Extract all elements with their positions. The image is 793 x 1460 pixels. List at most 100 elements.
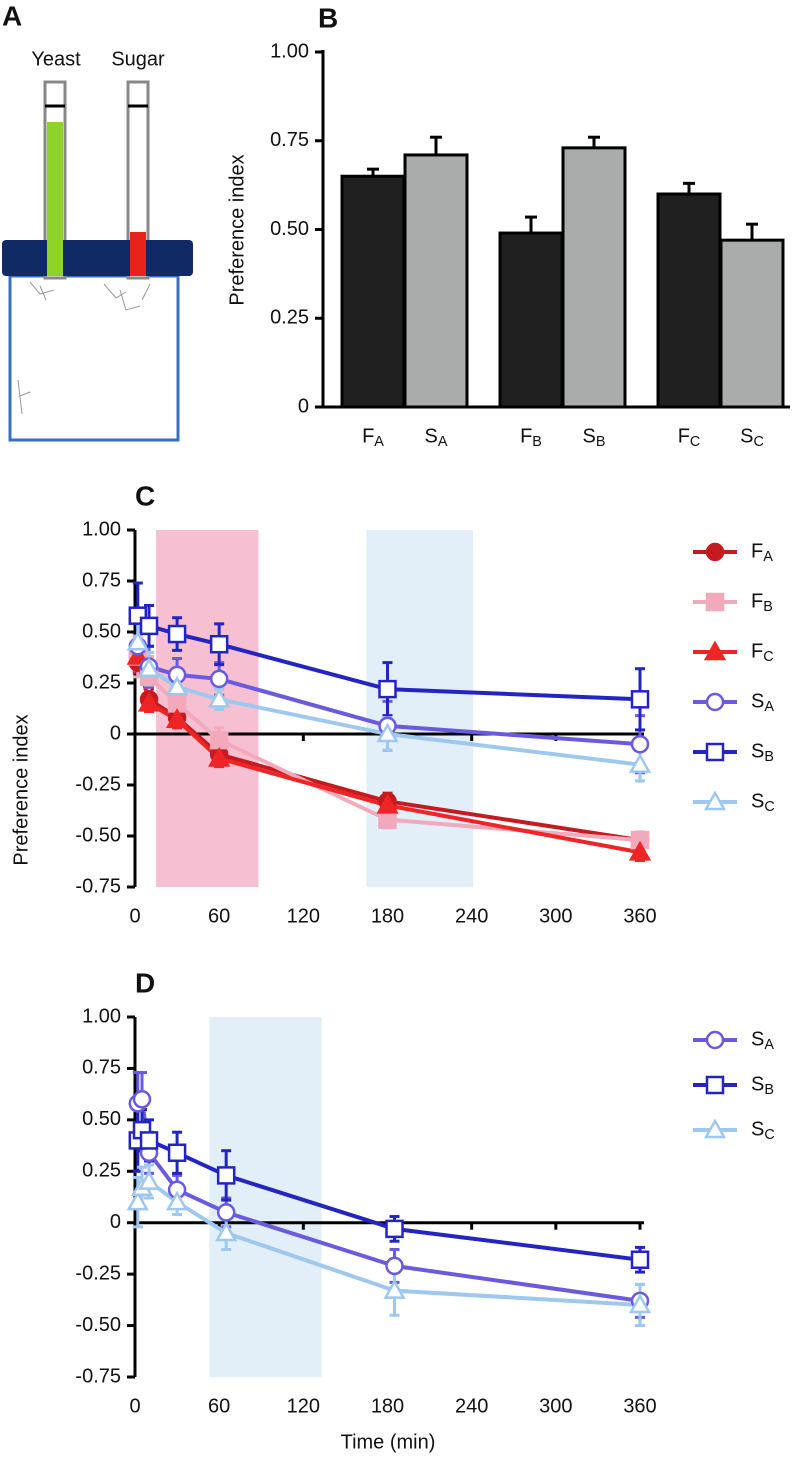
subscript: B xyxy=(763,599,773,615)
bar xyxy=(403,153,469,409)
tube-label: Sugar xyxy=(111,48,165,70)
marker xyxy=(705,592,725,612)
marker xyxy=(209,669,229,689)
x-tick-label: 180 xyxy=(371,905,404,927)
x-tick-label: 180 xyxy=(371,1395,404,1417)
marker xyxy=(705,692,725,712)
bar xyxy=(561,146,627,409)
x-tick-label: 300 xyxy=(539,1395,572,1417)
subscript: C xyxy=(690,434,700,450)
marker xyxy=(703,1118,727,1139)
marker xyxy=(208,687,231,708)
y-tick-label: -0.50 xyxy=(75,824,121,846)
legend-label: FB xyxy=(751,590,773,615)
y-tick-label: 0 xyxy=(110,722,121,744)
y-tick-label: 0.50 xyxy=(270,218,309,240)
marker xyxy=(216,1166,236,1185)
x-tick-label: SA xyxy=(425,425,448,450)
subscript: C xyxy=(764,1127,774,1143)
bar xyxy=(656,192,722,409)
marker xyxy=(630,1250,650,1269)
x-tick-label: 300 xyxy=(539,905,572,927)
x-tick-label: FC xyxy=(678,425,701,450)
x-tick-label: 240 xyxy=(455,905,488,927)
y-tick-label: 0.50 xyxy=(82,1108,121,1130)
marker xyxy=(137,1170,161,1190)
y-tick-label: -0.50 xyxy=(75,1314,121,1336)
marker xyxy=(376,722,399,743)
marker xyxy=(705,742,725,762)
marker xyxy=(167,624,187,644)
x-tick-label: 0 xyxy=(129,905,140,927)
marker xyxy=(385,1219,404,1239)
y-axis-label: Preference index xyxy=(226,154,248,305)
marker xyxy=(385,1256,404,1276)
panel-a-diagram: A Yeast Sugar xyxy=(2,0,193,442)
marker xyxy=(705,1075,725,1095)
x-tick-label: SC xyxy=(740,425,764,450)
marker xyxy=(628,840,652,861)
panel-label: A xyxy=(2,0,22,31)
subscript: B xyxy=(596,434,606,450)
y-axis-label: Preference index xyxy=(10,714,32,865)
lid xyxy=(2,240,193,276)
x-tick-label: 360 xyxy=(623,1395,656,1417)
x-tick-label: FA xyxy=(362,425,384,450)
legend-label: SC xyxy=(751,1118,775,1143)
marker xyxy=(137,657,161,677)
panel-label: B xyxy=(318,2,338,33)
x-tick-label: 60 xyxy=(208,1395,230,1417)
legend-label: SC xyxy=(751,790,775,815)
marker xyxy=(126,1190,149,1211)
y-tick-label: 0.25 xyxy=(82,1160,121,1182)
bar xyxy=(340,174,406,409)
bar xyxy=(498,231,564,409)
x-tick-label: 360 xyxy=(623,905,656,927)
y-tick-label: 0.50 xyxy=(82,620,121,642)
subscript: A xyxy=(374,434,384,450)
y-tick-label: 0 xyxy=(298,395,309,417)
yeast-food xyxy=(47,240,63,276)
y-tick-label: 0.25 xyxy=(270,307,309,329)
marker xyxy=(703,640,727,661)
tube xyxy=(126,80,150,280)
subscript: B xyxy=(764,749,774,765)
y-tick-label: 1.00 xyxy=(270,40,309,62)
y-tick-label: -0.25 xyxy=(75,1262,121,1284)
y-tick-label: 0.25 xyxy=(82,671,121,693)
marker xyxy=(630,690,650,709)
marker xyxy=(139,1131,159,1150)
marker xyxy=(383,1279,406,1299)
marker xyxy=(630,734,650,754)
y-tick-label: -0.75 xyxy=(75,1365,121,1387)
panel-label: C xyxy=(135,480,155,511)
y-tick-label: 0.75 xyxy=(82,569,121,591)
marker xyxy=(376,793,399,814)
marker xyxy=(165,675,189,696)
marker xyxy=(165,708,189,728)
x-tick-label: FB xyxy=(520,425,542,450)
subscript: B xyxy=(764,1082,774,1098)
marker xyxy=(628,753,652,773)
y-tick-label: 0.75 xyxy=(270,129,309,151)
legend-label: SB xyxy=(751,740,774,765)
subscript: A xyxy=(764,1037,774,1053)
marker xyxy=(378,679,397,699)
legend-label: SA xyxy=(751,690,774,715)
chamber xyxy=(8,274,180,442)
subscript: A xyxy=(763,549,773,565)
x-tick-label: 60 xyxy=(208,905,230,927)
panel-label: D xyxy=(135,967,155,998)
marker xyxy=(132,1090,152,1109)
legend-label: FA xyxy=(751,540,773,565)
marker xyxy=(209,634,229,654)
bar xyxy=(719,238,785,409)
y-tick-label: -0.75 xyxy=(75,875,121,897)
marker xyxy=(378,810,397,829)
marker xyxy=(703,790,727,811)
x-axis-label: Time (min) xyxy=(341,1431,436,1453)
marker xyxy=(215,1221,238,1242)
y-tick-label: 1.00 xyxy=(82,1005,121,1027)
marker xyxy=(139,616,159,636)
